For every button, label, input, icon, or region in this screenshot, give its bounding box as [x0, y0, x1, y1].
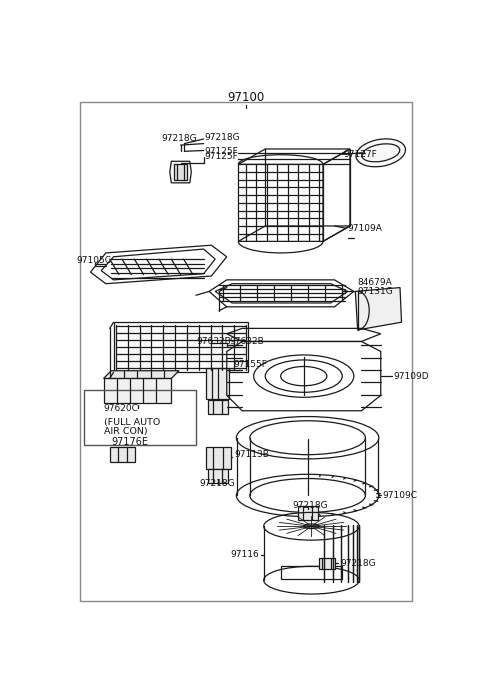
Bar [207, 469, 228, 483]
Text: 97100: 97100 [228, 91, 264, 104]
Text: 97109D: 97109D [394, 372, 430, 381]
Text: 97105C: 97105C [77, 256, 111, 265]
Text: 97632B: 97632B [196, 337, 231, 346]
Text: 97218G: 97218G [204, 133, 240, 142]
Bar [207, 400, 228, 414]
Text: 97125F: 97125F [204, 147, 238, 156]
Bar [84, 390, 196, 445]
Bar [104, 379, 171, 403]
Text: 97116: 97116 [230, 551, 259, 560]
Text: 97218G: 97218G [340, 559, 375, 568]
Polygon shape [174, 164, 187, 180]
Text: 97127F: 97127F [343, 150, 377, 159]
Text: 97109C: 97109C [382, 491, 417, 500]
Text: 97155F: 97155F [233, 360, 267, 369]
Bar [319, 557, 335, 569]
Text: 97113B: 97113B [234, 450, 269, 459]
Polygon shape [355, 287, 402, 330]
Text: 97125F: 97125F [204, 152, 238, 161]
Text: (FULL AUTO: (FULL AUTO [104, 418, 160, 427]
Ellipse shape [304, 524, 319, 528]
Text: 97131G: 97131G [357, 287, 393, 296]
Text: 97176E: 97176E [111, 436, 148, 447]
Bar [110, 447, 135, 462]
Bar [114, 322, 248, 372]
Ellipse shape [356, 139, 406, 167]
Text: 84679A: 84679A [358, 278, 392, 287]
Text: 97109A: 97109A [348, 224, 383, 232]
Text: 97632B: 97632B [229, 337, 264, 346]
Text: 97218G: 97218G [292, 501, 328, 510]
Text: AIR CON): AIR CON) [104, 427, 147, 436]
Bar [298, 506, 318, 520]
Text: 97218G: 97218G [161, 134, 197, 143]
Bar [206, 368, 229, 400]
Bar [206, 447, 230, 468]
Text: 97218G: 97218G [200, 480, 235, 489]
Bar [281, 567, 342, 578]
Polygon shape [170, 161, 192, 183]
Polygon shape [104, 371, 179, 379]
Text: 97620C: 97620C [104, 404, 138, 413]
